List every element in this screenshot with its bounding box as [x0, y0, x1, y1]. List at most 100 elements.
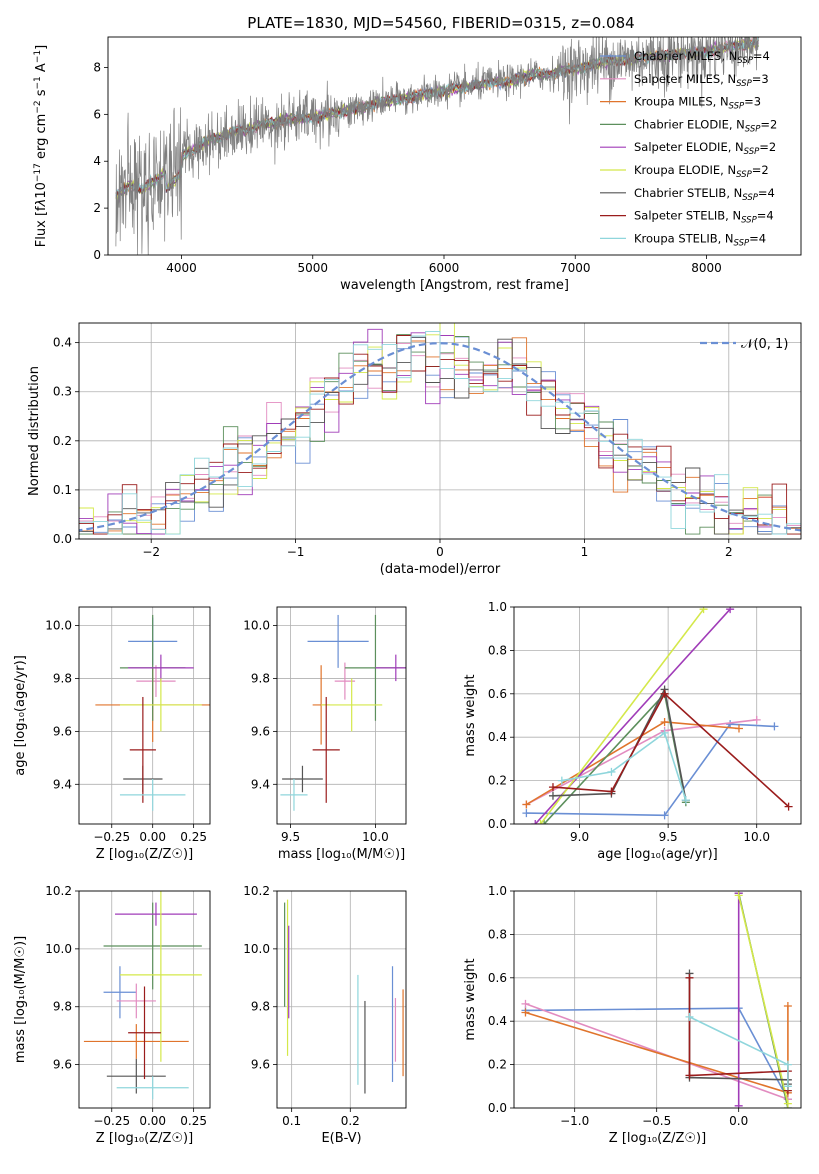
y-axis-label: Flux [fλ10−17 erg cm−2 s−1 A−1]	[33, 45, 49, 247]
legend-label: 𝒩(0, 1)	[741, 337, 788, 352]
data-point-marker	[540, 820, 549, 824]
y-tick-label: 9.8	[251, 671, 270, 685]
y-tick-label: 9.6	[53, 724, 72, 738]
axes-frame	[276, 890, 407, 1109]
data-point-marker	[522, 800, 531, 809]
data-point-marker	[726, 607, 735, 614]
axes-frame	[78, 890, 211, 1109]
y-tick-label: 0.6	[488, 687, 507, 701]
data-point-marker	[699, 607, 708, 614]
y-tick-label: 10.2	[45, 884, 72, 898]
y-tick-label: 0.2	[488, 1058, 507, 1072]
panel-weight_vs_age: 9.0 9.5 10.0 0.0 0.2 0.4 0.6 0.8 1.0 age [log₁₀(a…	[463, 600, 802, 862]
y-axis-label: mass weight	[463, 958, 478, 1040]
y-tick-label: 6	[93, 107, 101, 121]
data-point-marker	[557, 776, 566, 785]
data-point-marker	[783, 1060, 792, 1069]
panel-mass_vs_EBV: 0.1 0.2 9.6 9.8 10.0 10.2 E(B-V)	[243, 884, 407, 1146]
x-tick-label: −0.5	[642, 1114, 671, 1128]
y-tick-label: 9.6	[251, 724, 270, 738]
x-tick-label: 8000	[691, 261, 722, 275]
y-axis-label: mass [log₁₀(M/M☉)]	[13, 936, 28, 1063]
x-tick-label: 5000	[297, 261, 328, 275]
data-point-marker	[685, 973, 694, 982]
x-tick-label: 0.1	[282, 1114, 301, 1128]
axes-frame	[78, 606, 211, 825]
axes-frame	[513, 606, 802, 825]
y-tick-label: 9.8	[53, 671, 72, 685]
data-point-marker	[548, 783, 557, 792]
data-point-marker	[734, 891, 743, 900]
y-axis-label: Normed distribution	[27, 366, 42, 496]
panel-residuals: −2 −1 0 1 2 0.0 0.1 0.2 0.3 0.4 (data-model)/error…	[27, 322, 802, 577]
x-tick-label: 0.00	[139, 830, 166, 844]
y-tick-label: 0.4	[53, 336, 72, 350]
legend-label: Salpeter MILES, NSSP=3	[634, 72, 769, 89]
axes-frame	[107, 36, 802, 256]
y-tick-label: 9.4	[251, 777, 270, 791]
y-tick-label: 10.2	[243, 884, 270, 898]
x-tick-label: −1	[287, 545, 305, 559]
y-tick-label: 1.0	[488, 600, 507, 614]
data-point-marker	[734, 724, 743, 733]
x-tick-label: 10.0	[362, 830, 389, 844]
x-axis-label: Z [log₁₀(Z/Z☉)]	[96, 847, 193, 862]
x-tick-label: −2	[142, 545, 160, 559]
data-point-marker	[607, 787, 616, 796]
x-tick-label: −0.25	[93, 830, 130, 844]
plot-area-age_vs_Z	[95, 614, 210, 811]
mass-weight-line	[525, 1003, 789, 1101]
data-point-marker	[660, 718, 669, 727]
mass-weight-line	[561, 731, 687, 801]
plot-area-mass_vs_Z	[83, 891, 202, 1100]
y-tick-label: 0.0	[488, 1101, 507, 1115]
legend-label: Kroupa STELIB, NSSP=4	[634, 231, 766, 248]
mass-weight-line	[525, 721, 740, 806]
y-tick-label: 9.6	[53, 1058, 72, 1072]
data-point-marker	[660, 689, 669, 698]
x-tick-label: 0.2	[341, 1114, 360, 1128]
data-point-marker	[536, 820, 545, 824]
x-tick-label: 0.0	[729, 1114, 748, 1128]
x-axis-label: E(B-V)	[321, 1131, 361, 1146]
panel-age_vs_mass: 9.5 10.0 9.4 9.6 9.8 10.0 mass [log₁₀(M/M☉)]	[243, 606, 407, 862]
axes-frame	[276, 606, 407, 825]
legend-label: Kroupa MILES, NSSP=3	[634, 95, 761, 112]
y-tick-label: 0.2	[488, 774, 507, 788]
y-tick-label: 0.0	[53, 532, 72, 546]
mass-weight-line	[526, 723, 775, 817]
plot-area-residuals	[79, 323, 801, 535]
histogram-step-line	[79, 330, 801, 535]
x-tick-label: 9.5	[281, 830, 300, 844]
y-tick-label: 9.4	[53, 777, 72, 791]
panel-age_vs_Z: −0.25 0.00 0.25 9.4 9.6 9.8 10.0 Z [log₁₀(Z/Z☉)…	[13, 606, 211, 862]
data-point-marker	[770, 722, 779, 731]
x-tick-label: 2	[725, 545, 733, 559]
data-point-marker	[783, 1099, 792, 1108]
panel-weight_vs_Z: −1.0 −0.5 0.0 0.0 0.2 0.4 0.6 0.8 1.0 Z [log₁₀(Z/…	[463, 884, 802, 1146]
x-tick-label: 0.25	[180, 1114, 207, 1128]
legend-label: Salpeter STELIB, NSSP=4	[634, 209, 774, 226]
y-tick-label: 8	[93, 60, 101, 74]
y-tick-label: 0.1	[53, 483, 72, 497]
x-tick-label: 6000	[429, 261, 460, 275]
panel-mass_vs_Z: −0.25 0.00 0.25 9.6 9.8 10.0 10.2 Z [log₁₀(Z/Z☉…	[13, 884, 211, 1146]
data-point-marker	[531, 820, 540, 824]
plot-area-spectrum	[115, 37, 759, 255]
data-point-marker	[548, 791, 557, 800]
y-tick-label: 9.8	[53, 1000, 72, 1014]
data-point-marker	[681, 796, 690, 805]
y-tick-label: 0	[93, 248, 101, 262]
y-tick-label: 9.6	[251, 1058, 270, 1072]
axes-frame	[513, 890, 802, 1109]
x-tick-label: 7000	[560, 261, 591, 275]
y-tick-label: 9.8	[251, 1000, 270, 1014]
x-axis-label: (data-model)/error	[380, 562, 501, 577]
data-point-marker	[783, 1002, 792, 1011]
data-point-marker	[752, 715, 761, 724]
y-tick-label: 0.3	[53, 385, 72, 399]
y-tick-label: 0.0	[488, 817, 507, 831]
y-tick-label: 0.8	[488, 643, 507, 657]
figure-title: PLATE=1830, MJD=54560, FIBERID=0315, z=0…	[247, 14, 634, 32]
x-tick-label: −0.25	[93, 1114, 130, 1128]
